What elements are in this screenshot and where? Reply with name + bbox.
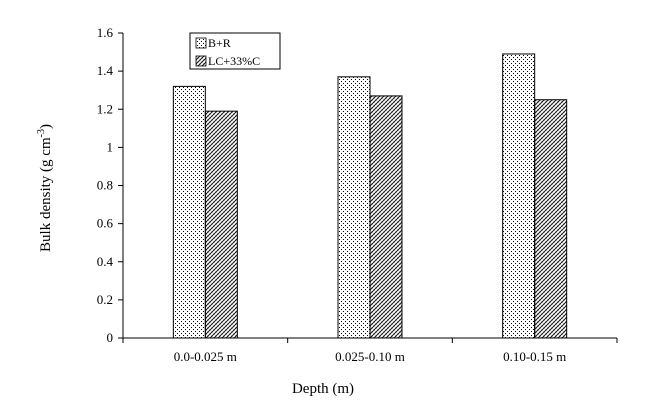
y-tick-label: 0.2 [97,292,113,307]
legend-swatch-b-r [195,37,207,49]
plot-area [172,53,568,339]
y-tick-label: 1.2 [97,101,113,116]
x-axis-label: Depth (m) [292,381,354,397]
bar-b-r-1 [337,76,371,339]
y-tick-label: 0.6 [97,216,114,231]
y-axis-label-superscript: -3 [36,129,47,137]
y-tick-label: 1.6 [97,25,114,40]
legend: B+R LC+33%C [189,32,281,70]
bar-lc-33-c-0 [204,110,238,339]
legend-label-lc-33c: LC+33%C [208,54,260,68]
x-axis-ticks: 0.0-0.025 m 0.025-0.10 m 0.10-0.15 m [122,338,618,364]
y-tick-label: 0.8 [97,178,113,193]
y-axis-label-close: ) [38,124,54,129]
x-tick-label: 0.0-0.025 m [174,349,237,364]
x-tick-label: 0.10-0.15 m [503,349,566,364]
legend-swatch-lc-33c [195,55,207,67]
y-tick-label: 1.4 [97,63,114,78]
x-tick-label: 0.025-0.10 m [335,349,405,364]
bar-lc-33-c-1 [369,95,403,339]
y-tick-label: 1 [107,139,114,154]
y-axis-label: Bulk density (g cm-3) [36,124,54,252]
y-tick-label: 0 [107,330,114,345]
y-tick-label: 0.4 [97,254,114,269]
bar-lc-33-c-2 [534,99,568,339]
y-axis-ticks: 0 0.2 0.4 0.6 0.8 1 1.2 1.4 1.6 [97,25,123,345]
bar-b-r-0 [172,85,206,339]
y-axis-label-main: Bulk density (g cm [38,137,54,252]
bar-b-r-2 [502,53,536,339]
legend-label-b-r: B+R [208,36,231,50]
